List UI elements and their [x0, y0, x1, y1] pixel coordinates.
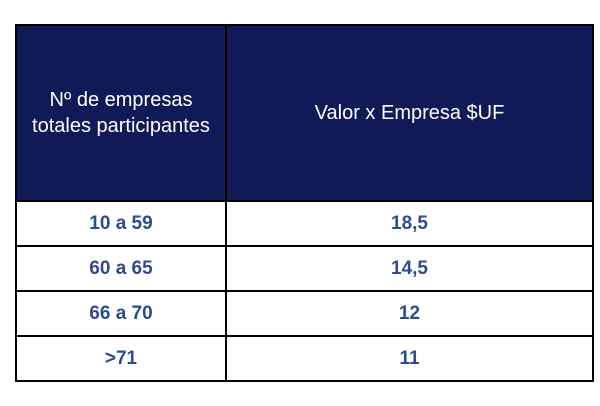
header-row: Nº de empresas totales participantes Val…: [15, 24, 594, 202]
pricing-table: Nº de empresas totales participantes Val…: [15, 24, 594, 382]
header-company-count: Nº de empresas totales participantes: [15, 24, 227, 202]
cell-company-range: 10 a 59: [15, 200, 227, 247]
header-value-per-company: Valor x Empresa $UF: [225, 24, 594, 202]
header-company-count-label: Nº de empresas totales participantes: [32, 89, 210, 137]
table-row: 10 a 59 18,5: [15, 200, 594, 247]
cell-value-uf: 11: [225, 335, 594, 382]
cell-company-range: 60 a 65: [15, 245, 227, 292]
table-row: >71 11: [15, 335, 594, 382]
table-row: 66 a 70 12: [15, 290, 594, 337]
table-row: 60 a 65 14,5: [15, 245, 594, 292]
header-value-per-company-label: Valor x Empresa $UF: [314, 102, 505, 124]
table-header: Nº de empresas totales participantes Val…: [15, 24, 594, 202]
cell-value-uf: 18,5: [225, 200, 594, 247]
cell-value-uf: 14,5: [225, 245, 594, 292]
table-body: 10 a 59 18,5 60 a 65 14,5 66 a 70 12 >71…: [15, 200, 594, 382]
cell-value-uf: 12: [225, 290, 594, 337]
cell-company-range: >71: [15, 335, 227, 382]
cell-company-range: 66 a 70: [15, 290, 227, 337]
